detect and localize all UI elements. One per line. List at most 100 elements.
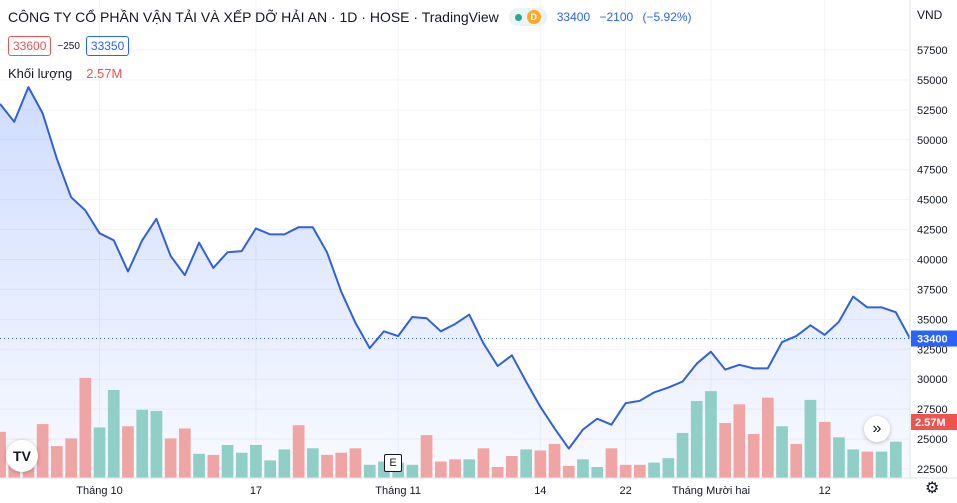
last-price-tag-text: 33400 <box>917 334 948 346</box>
volume-bar <box>420 435 433 478</box>
volume-tag-text: 2.57M <box>915 417 946 429</box>
volume-bar <box>150 410 163 478</box>
price-tick-label: 55000 <box>917 75 948 87</box>
price-tick-label: 57500 <box>917 45 948 57</box>
volume-bar <box>463 459 476 478</box>
volume-bar <box>335 452 348 478</box>
volume-bar <box>221 445 234 478</box>
price-change: −2100 <box>599 10 634 24</box>
volume-bar <box>250 445 262 478</box>
tradingview-logo-icon[interactable]: TV <box>6 440 38 472</box>
price-tick-label: 35000 <box>917 314 948 326</box>
volume-bar <box>435 461 447 478</box>
volume-bar <box>676 432 689 478</box>
volume-bar <box>861 451 874 478</box>
price-tick-label: 52500 <box>917 105 948 117</box>
volume-value: 2.57M <box>86 66 123 81</box>
volume-bar <box>577 459 589 478</box>
price-tick-label: 27500 <box>917 404 948 416</box>
volume-bar <box>804 399 817 478</box>
volume-bar <box>875 451 888 478</box>
volume-bar <box>719 423 731 478</box>
price-tick-label: 25000 <box>917 434 948 446</box>
market-status-pill[interactable]: D <box>508 8 547 26</box>
volume-bar <box>179 428 191 478</box>
volume-bar <box>705 391 717 478</box>
volume-bar <box>406 464 419 478</box>
volume-bar <box>449 459 461 478</box>
volume-bar <box>51 446 63 478</box>
last-price-tag <box>911 330 957 347</box>
time-tick-label: 17 <box>250 485 262 497</box>
gear-icon[interactable]: ⚙ <box>925 480 940 497</box>
volume-bar <box>193 453 205 478</box>
volume-bar <box>136 409 149 478</box>
volume-bar <box>307 448 319 478</box>
price-tick-label: 22500 <box>917 464 948 476</box>
price-tick-label: 32500 <box>917 344 948 356</box>
volume-bar <box>349 448 362 478</box>
volume-bar <box>733 404 746 478</box>
volume-bar <box>605 448 618 478</box>
volume-bar <box>548 443 561 478</box>
bid-button[interactable]: 33600 <box>8 36 52 56</box>
last-price: 33400 <box>556 10 591 24</box>
price-change-percent: (−5.92%) <box>642 10 692 24</box>
volume-bar <box>36 424 49 478</box>
spread-value: −250 <box>57 40 80 52</box>
price-tick-label: 37500 <box>917 284 948 296</box>
volume-bar <box>790 443 803 478</box>
price-tick-label: 50000 <box>917 135 948 147</box>
volume-bar <box>164 438 177 478</box>
volume-bar <box>107 390 120 478</box>
volume-bar <box>619 464 632 478</box>
price-area <box>0 87 910 478</box>
bid-ask-row: 33600 −250 33350 <box>8 36 130 56</box>
volume-bar <box>235 452 248 478</box>
volume-bar <box>762 397 774 478</box>
volume-bar <box>491 467 504 478</box>
volume-bar <box>818 421 831 478</box>
volume-bar <box>690 401 703 478</box>
market-open-icon <box>514 13 522 21</box>
volume-bar <box>122 426 134 478</box>
volume-bar <box>591 467 604 478</box>
delayed-data-icon: D <box>526 10 541 24</box>
legend-title-row: CÔNG TY CỔ PHẦN VẬN TẢI VÀ XẾP DỠ HẢI AN… <box>8 8 698 26</box>
volume-bar <box>506 456 518 478</box>
volume-bar <box>833 437 845 478</box>
price-tick-label: 40000 <box>917 255 948 267</box>
price-tick-label: 45000 <box>917 195 948 207</box>
volume-bar <box>776 426 788 478</box>
volume-bar <box>477 448 490 478</box>
volume-bar <box>93 427 106 478</box>
volume-bar <box>292 425 305 478</box>
volume-bar <box>65 438 77 478</box>
volume-bar <box>562 465 575 478</box>
double-chevron-right-icon[interactable]: » <box>864 416 890 442</box>
volume-label[interactable]: Khối lượng <box>8 66 73 81</box>
symbol-title[interactable]: CÔNG TY CỔ PHẦN VẬN TẢI VÀ XẾP DỠ HẢI AN… <box>8 9 499 25</box>
currency-label: VND <box>917 8 943 22</box>
volume-bar <box>321 454 333 478</box>
volume-bar <box>890 441 902 478</box>
volume-bar <box>79 377 92 478</box>
volume-bar <box>747 434 760 478</box>
volume-bar <box>278 449 291 478</box>
time-tick-label: Tháng Mười hai <box>672 485 750 497</box>
time-tick-label: Tháng 11 <box>375 485 421 497</box>
price-line <box>0 86 911 450</box>
quote-summary: 33400 −2100 (−5.92%) <box>557 10 698 24</box>
volume-bar <box>207 454 220 478</box>
price-tick-label: 42500 <box>917 225 948 237</box>
volume-bar <box>534 450 547 478</box>
volume-bar <box>520 449 532 478</box>
volume-bar <box>0 431 6 478</box>
volume-legend-row: Khối lượng 2.57M <box>8 66 122 81</box>
time-tick-label: 22 <box>620 485 632 497</box>
time-tick-label: 14 <box>534 485 546 497</box>
ask-button[interactable]: 33350 <box>85 36 130 56</box>
earnings-event-icon[interactable]: E <box>384 454 402 472</box>
price-tick-label: 30000 <box>917 374 948 386</box>
